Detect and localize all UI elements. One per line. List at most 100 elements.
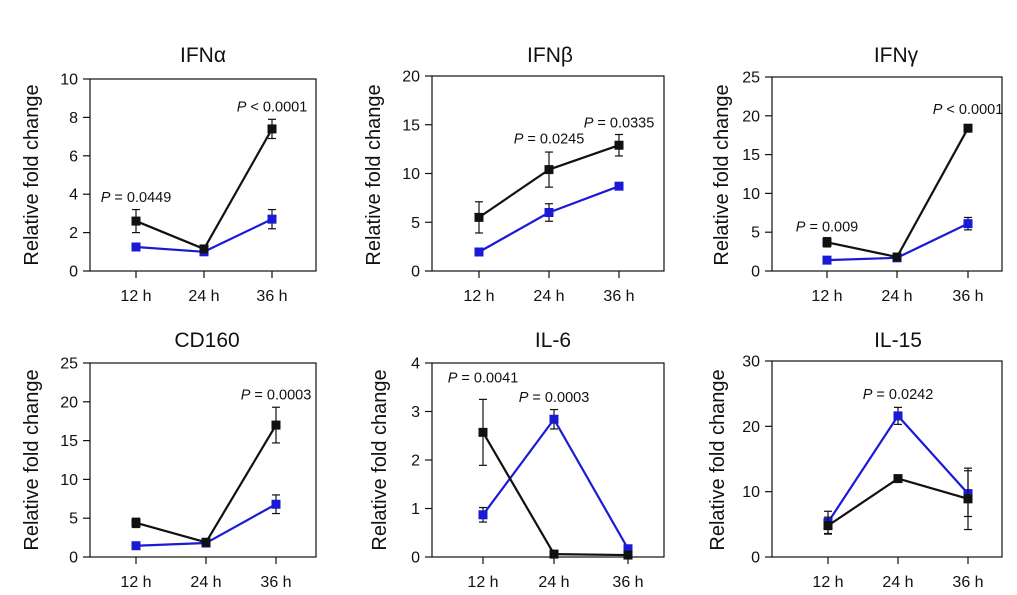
y-tick-label: 30 xyxy=(742,354,760,371)
y-tick-label: 10 xyxy=(742,484,760,501)
chart-title: IFNγ xyxy=(874,44,919,67)
panel-ifng: IFNγ Relative fold change 0 5 10 15 20 25 12 h… xyxy=(711,44,1003,305)
panel-ifna: IFNα Relative fold change 0 2 4 6 8 10 12 h 24 … xyxy=(21,44,317,305)
y-axis-label: Relative fold change xyxy=(21,84,43,265)
y-tick-label: 20 xyxy=(402,69,420,86)
x-tick-label: 36 h xyxy=(256,288,287,305)
y-axis-label: Relative fold change xyxy=(21,369,43,550)
y-tick-label: 2 xyxy=(411,453,420,470)
y-tick-label: 4 xyxy=(69,187,78,204)
x-tick-label: 24 h xyxy=(190,574,221,591)
data-point-blue xyxy=(131,541,141,551)
p-value-annotation: P = 0.0449 xyxy=(101,190,172,206)
y-tick-label: 25 xyxy=(742,70,760,87)
p-value-annotation: P < 0.0001 xyxy=(237,100,308,116)
y-tick-label: 5 xyxy=(69,511,78,528)
data-point-black xyxy=(199,244,209,254)
y-tick-label: 10 xyxy=(60,72,78,89)
y-tick-label: 0 xyxy=(69,550,78,567)
y-tick-label: 0 xyxy=(69,264,78,281)
y-tick-label: 1 xyxy=(411,501,420,518)
p-value-annotation: P = 0.0245 xyxy=(514,131,585,147)
y-tick-label: 0 xyxy=(411,550,420,567)
x-tick-label: 36 h xyxy=(603,288,634,305)
panel-il6: IL-6 Relative fold change 0 1 2 3 4 12 h 24 h 3… xyxy=(369,329,665,591)
data-point-blue xyxy=(963,219,973,229)
series-line-black xyxy=(827,477,969,527)
y-tick-label: 3 xyxy=(411,404,420,421)
y-tick-label: 20 xyxy=(60,394,78,411)
y-axis-label: Relative fold change xyxy=(707,369,729,550)
panel-il15: IL-15 Relative fold change 0 10 20 30 12 h 24… xyxy=(707,329,1003,591)
x-tick-label: 36 h xyxy=(260,574,291,591)
data-point-black xyxy=(271,420,281,430)
data-point-black xyxy=(892,252,902,262)
data-point-black xyxy=(131,518,141,528)
x-tick-label: 12 h xyxy=(463,288,494,305)
data-point-blue xyxy=(131,242,141,252)
p-value-annotation: P = 0.0242 xyxy=(863,387,934,403)
data-point-blue xyxy=(271,499,281,509)
y-axis-label: Relative fold change xyxy=(363,84,385,265)
y-tick-label: 15 xyxy=(60,433,78,450)
y-tick-label: 2 xyxy=(69,225,78,242)
y-axis-label: Relative fold change xyxy=(369,369,391,550)
x-tick-label: 36 h xyxy=(952,288,983,305)
y-tick-label: 8 xyxy=(69,110,78,127)
p-value-annotation: P = 0.0335 xyxy=(584,116,655,132)
data-point-black xyxy=(131,216,141,226)
data-point-black xyxy=(267,124,277,134)
data-point-black xyxy=(893,474,903,484)
data-point-black xyxy=(474,212,484,222)
series-line-black xyxy=(482,431,629,557)
x-tick-label: 12 h xyxy=(811,288,842,305)
chart-title: IFNβ xyxy=(527,44,573,67)
x-tick-label: 36 h xyxy=(952,574,983,591)
data-point-black xyxy=(823,521,833,531)
chart-title: IL-15 xyxy=(874,329,922,352)
plot-frame xyxy=(771,360,1003,558)
data-point-black xyxy=(963,123,973,133)
y-tick-label: 5 xyxy=(411,215,420,232)
y-tick-label: 0 xyxy=(751,550,760,567)
panel-cd160: CD160 Relative fold change 0 5 10 15 20 25 12 … xyxy=(21,329,317,591)
y-tick-label: 15 xyxy=(742,147,760,164)
y-tick-label: 10 xyxy=(742,186,760,203)
y-tick-label: 0 xyxy=(411,264,420,281)
x-tick-label: 24 h xyxy=(882,574,913,591)
p-value-annotation: P = 0.009 xyxy=(796,219,858,235)
data-point-blue xyxy=(478,510,488,520)
data-point-black xyxy=(544,165,554,175)
data-point-black xyxy=(549,549,559,559)
x-tick-label: 12 h xyxy=(812,574,843,591)
y-tick-label: 25 xyxy=(60,356,78,373)
x-tick-label: 24 h xyxy=(533,288,564,305)
plot-frame xyxy=(89,78,317,272)
x-tick-label: 24 h xyxy=(188,288,219,305)
data-point-black xyxy=(963,494,973,504)
chart-title: IL-6 xyxy=(535,329,571,352)
y-tick-label: 10 xyxy=(60,472,78,489)
p-value-annotation: P = 0.0003 xyxy=(241,387,312,403)
data-point-blue xyxy=(822,255,832,265)
x-tick-label: 12 h xyxy=(120,288,151,305)
y-tick-label: 20 xyxy=(742,419,760,436)
data-point-blue xyxy=(267,214,277,224)
plot-frame xyxy=(771,76,1003,272)
x-tick-label: 24 h xyxy=(881,288,912,305)
series-line-black xyxy=(826,127,969,259)
y-tick-label: 10 xyxy=(402,166,420,183)
p-value-annotation: P = 0.0003 xyxy=(519,390,590,406)
data-point-black xyxy=(478,427,488,437)
x-tick-label: 12 h xyxy=(120,574,151,591)
chart-title: CD160 xyxy=(174,329,239,352)
series-line-blue xyxy=(482,418,629,550)
series-line-black xyxy=(135,424,277,544)
p-value-annotation: P = 0.0041 xyxy=(448,370,519,386)
y-axis-label: Relative fold change xyxy=(711,84,733,265)
y-tick-label: 20 xyxy=(742,108,760,125)
data-point-blue xyxy=(549,414,559,424)
p-value-annotation: P < 0.0001 xyxy=(933,102,1004,118)
y-tick-label: 4 xyxy=(411,356,420,373)
